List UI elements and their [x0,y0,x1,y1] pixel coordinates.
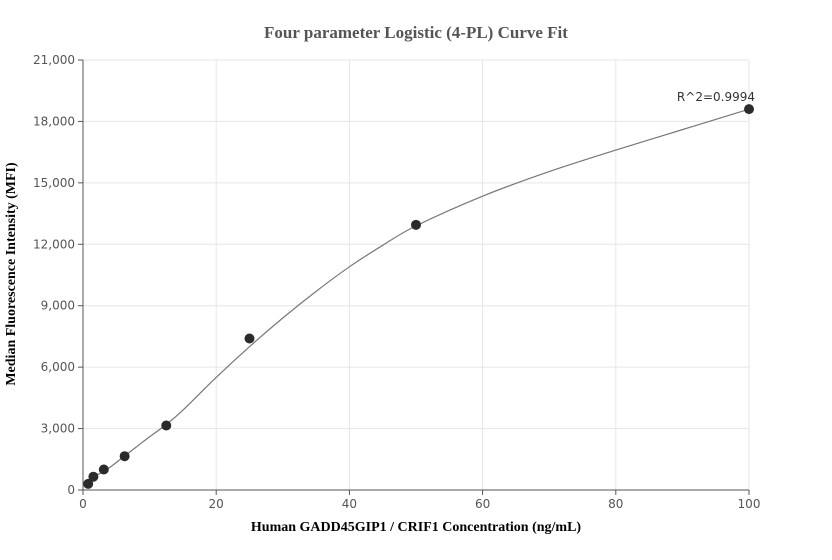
x-axis-title: Human GADD45GIP1 / CRIF1 Concentration (… [251,520,582,535]
y-tick-label: 18,000 [33,114,75,128]
data-point [98,464,109,475]
y-tick-label: 12,000 [33,237,75,251]
data-point [744,104,754,115]
y-tick-label: 0 [67,483,75,497]
r-squared-annotation: R^2=0.9994 [677,90,755,104]
data-point [161,420,172,431]
tick-labels: 0 3,000 6,000 9,000 12,000 15,000 18,000 21,000… [33,53,760,511]
chart-title: Four parameter Logistic (4-PL) Curve Fit [264,23,568,42]
data-point [244,333,255,344]
y-tick-label: 6,000 [41,360,75,374]
data-point [88,471,99,482]
y-axis-title: Median Fluorescence Intensity (MFI) [4,162,19,386]
axes [78,59,750,495]
x-tick-label: 60 [475,497,490,511]
data-points [83,104,754,489]
grid [82,59,750,490]
y-tick-label: 21,000 [33,53,75,67]
x-tick-label: 0 [79,497,87,511]
y-tick-label: 9,000 [41,299,75,313]
y-tick-label: 15,000 [33,176,75,190]
data-point [119,451,130,462]
annotations: R^2=0.9994 [677,90,755,104]
x-tick-label: 40 [342,497,357,511]
x-tick-label: 100 [738,497,761,511]
x-tick-label: 80 [608,497,623,511]
x-tick-label: 20 [209,497,224,511]
data-point [411,219,421,230]
y-tick-label: 3,000 [41,422,75,436]
data-point [83,478,94,489]
